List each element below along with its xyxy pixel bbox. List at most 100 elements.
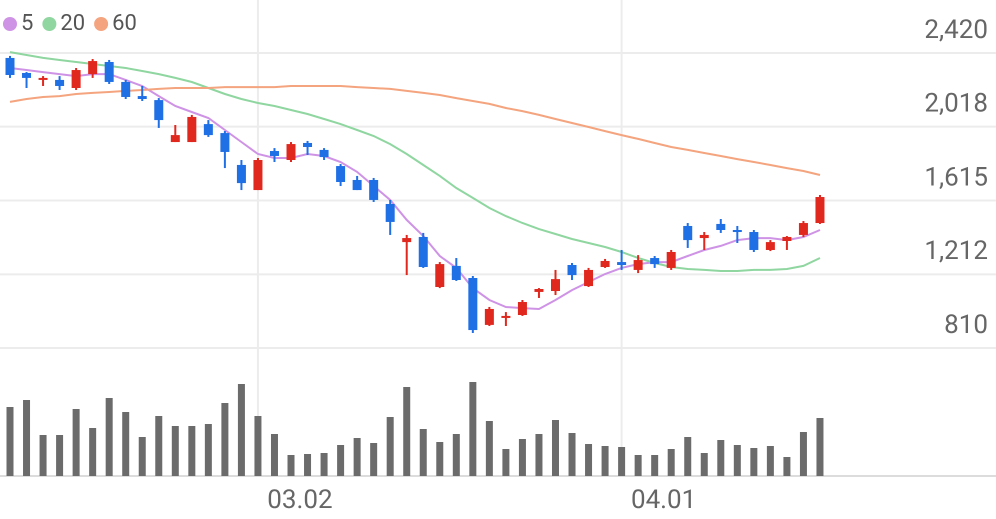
candle-body — [749, 232, 759, 250]
candle-body — [203, 124, 213, 136]
volume-bar — [799, 432, 807, 476]
candle-body — [22, 72, 32, 78]
candle-body — [55, 79, 65, 86]
volume-bar — [667, 449, 675, 476]
volume-bar — [717, 440, 725, 476]
volume-bar — [122, 412, 130, 476]
volume-bar — [750, 448, 758, 476]
volume-bar — [601, 446, 609, 476]
volume-bar — [452, 434, 460, 476]
y-tick-label: 1,212 — [924, 236, 988, 266]
volume-bar — [337, 445, 345, 476]
volume-bar — [485, 421, 493, 476]
legend-dot — [42, 17, 57, 31]
candle-body — [88, 61, 98, 75]
candle-body — [798, 223, 808, 235]
volume-bar — [6, 407, 14, 476]
volume-bar — [237, 384, 245, 476]
volume-bar — [188, 426, 196, 476]
candle-body — [484, 308, 494, 325]
candle-body — [550, 279, 560, 292]
candle-body — [303, 142, 313, 147]
volume-bar — [469, 382, 477, 476]
volume-bar — [304, 454, 312, 476]
volume-bar — [585, 444, 593, 476]
candle-body — [699, 234, 709, 239]
candle-body — [352, 179, 362, 191]
volume-bar — [403, 387, 411, 476]
volume-bar — [56, 435, 64, 476]
candle-body — [38, 77, 48, 80]
candle-body — [633, 260, 643, 270]
volume-bar — [436, 442, 444, 476]
volume-bar — [138, 437, 146, 476]
candle-body — [650, 258, 660, 265]
candle-body — [369, 179, 379, 200]
candle-body — [815, 197, 825, 224]
candle-body — [220, 133, 230, 152]
candle-body — [71, 70, 81, 88]
volume-bar — [733, 445, 741, 476]
volume-bar — [634, 455, 642, 476]
volume-bar — [551, 420, 559, 476]
x-tick-label: 04.01 — [631, 485, 696, 515]
candle-body — [501, 315, 511, 318]
volume-bar — [783, 457, 791, 476]
candle-body — [121, 81, 131, 97]
candle-body — [617, 262, 627, 265]
candle-body — [765, 242, 775, 250]
volume-bar — [155, 416, 163, 476]
candle-body — [418, 236, 428, 268]
volume-bar — [386, 417, 394, 476]
candle-body — [170, 135, 180, 143]
candle-body — [236, 164, 246, 184]
volume-bar — [568, 433, 576, 476]
volume-bar — [221, 403, 229, 476]
candle-body — [336, 166, 346, 182]
volume-bar — [254, 416, 262, 476]
y-tick-label: 810 — [944, 310, 988, 340]
ma-line — [9, 85, 821, 176]
candle-body — [402, 238, 412, 243]
candle-body — [534, 289, 544, 292]
candle-body — [286, 144, 296, 161]
candle-body — [716, 223, 726, 230]
candle-body — [683, 225, 693, 241]
candle-body — [154, 100, 164, 121]
y-tick-label: 2,018 — [924, 89, 988, 119]
volume-bar — [39, 435, 47, 476]
volume-bar — [270, 434, 278, 476]
volume-bar — [766, 446, 774, 476]
volume-bar — [518, 439, 526, 476]
volume-bar — [204, 424, 212, 476]
y-tick-label: 2,420 — [924, 15, 988, 45]
volume-bar — [651, 455, 659, 476]
volume-bar — [419, 429, 427, 476]
volume-bar — [618, 447, 626, 476]
candle-body — [319, 149, 329, 158]
y-tick-label: 1,615 — [924, 162, 988, 192]
candle-body — [782, 236, 792, 241]
legend-label: 5 — [21, 11, 33, 36]
legend-label: 60 — [112, 11, 137, 36]
candle-body — [732, 230, 742, 233]
ma-line — [9, 67, 821, 311]
candle-body — [600, 260, 610, 268]
volume-bar — [89, 428, 97, 476]
candle-body — [584, 269, 594, 287]
volume-bar — [171, 426, 179, 476]
volume-bar — [816, 418, 824, 476]
x-tick-label: 03.02 — [267, 485, 332, 515]
volume-bar — [105, 398, 113, 476]
volume-bar — [320, 453, 328, 476]
volume-bar — [287, 455, 295, 476]
candle-body — [435, 264, 445, 287]
candle-body — [187, 116, 197, 143]
candle-body — [253, 160, 263, 191]
candle-body — [567, 264, 577, 276]
volume-bar — [72, 409, 80, 476]
candle-body — [451, 265, 461, 281]
legend-dot — [94, 17, 109, 31]
candle-body — [385, 203, 395, 222]
